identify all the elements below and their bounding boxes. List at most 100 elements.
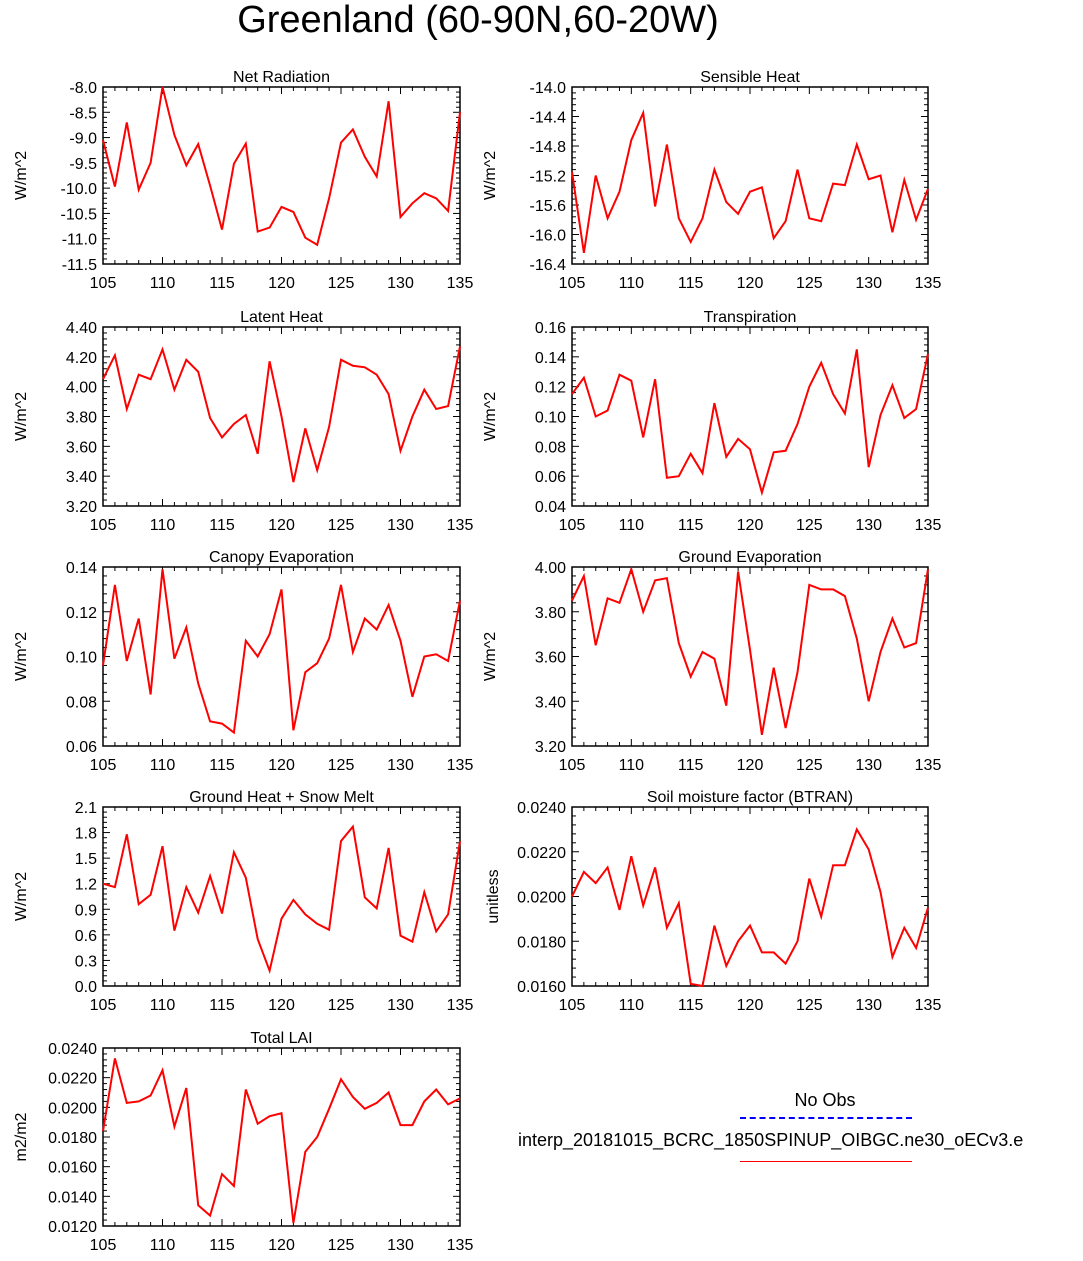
series-line — [102, 569, 461, 735]
x-tick-label: 110 — [619, 275, 645, 292]
y-tick-label: 0.08 — [66, 694, 97, 711]
series-line — [102, 824, 461, 975]
x-tick-label: 105 — [559, 275, 586, 292]
series-line — [102, 346, 461, 483]
y-tick-label: 3.80 — [66, 410, 97, 427]
panel-frame — [102, 1047, 461, 1227]
series-line — [102, 86, 461, 247]
y-tick-label: -14.0 — [530, 80, 567, 97]
x-tick-label: 110 — [150, 275, 176, 292]
panel-title: Soil moisture factor (BTRAN) — [647, 789, 853, 806]
x-tick-label: 130 — [387, 275, 414, 292]
y-tick-label: 3.60 — [66, 439, 97, 456]
panel-frame — [571, 86, 929, 265]
x-tick-label: 125 — [328, 517, 355, 534]
x-tick-label: 110 — [619, 757, 645, 774]
y-tick-label: -14.4 — [530, 110, 567, 127]
y-axis-label: W/m^2 — [13, 392, 30, 441]
y-tick-label: 3.80 — [535, 605, 566, 622]
y-tick-label: 0.0160 — [48, 1160, 97, 1177]
y-tick-label: -11.5 — [62, 257, 97, 274]
x-tick-label: 125 — [328, 757, 355, 774]
y-tick-label: 0.6 — [75, 928, 97, 945]
x-tick-label: 115 — [678, 517, 704, 534]
x-tick-label: 105 — [90, 1237, 117, 1254]
y-tick-label: 4.40 — [66, 320, 97, 337]
x-tick-label: 105 — [559, 517, 586, 534]
y-tick-label: 1.2 — [75, 877, 97, 894]
y-tick-label: 0.14 — [66, 560, 97, 577]
x-tick-label: 120 — [737, 997, 764, 1014]
y-tick-label: -8.5 — [69, 105, 97, 122]
x-tick-label: 105 — [90, 757, 117, 774]
y-axis-label: W/m^2 — [13, 872, 30, 921]
x-tick-label: 125 — [796, 517, 823, 534]
series-line — [571, 827, 929, 988]
x-tick-label: 135 — [915, 275, 942, 292]
main-title: Greenland (60-90N,60-20W) — [237, 0, 719, 41]
panel-frame — [102, 86, 461, 265]
y-tick-label: 1.5 — [75, 851, 97, 868]
x-tick-label: 120 — [268, 517, 295, 534]
y-tick-label: 0.14 — [535, 350, 566, 367]
y-tick-label: 0.0 — [75, 979, 97, 996]
y-axis-label: W/m^2 — [13, 151, 30, 200]
y-tick-label: 0.0200 — [48, 1100, 97, 1117]
y-tick-label: -9.5 — [69, 156, 97, 173]
y-tick-label: -9.0 — [69, 131, 97, 148]
x-tick-label: 105 — [90, 517, 117, 534]
x-tick-label: 135 — [447, 757, 474, 774]
y-tick-label: -14.8 — [530, 139, 567, 156]
x-tick-label: 130 — [855, 997, 882, 1014]
y-tick-label: 0.0220 — [48, 1071, 97, 1088]
x-tick-label: 135 — [447, 275, 474, 292]
x-tick-label: 115 — [209, 517, 235, 534]
y-tick-label: 0.10 — [535, 410, 566, 427]
y-tick-label: 3.20 — [66, 499, 97, 516]
x-tick-label: 110 — [619, 997, 645, 1014]
x-tick-label: 105 — [90, 997, 117, 1014]
x-tick-label: 130 — [387, 1237, 414, 1254]
y-tick-label: 3.40 — [535, 694, 566, 711]
y-tick-label: 0.12 — [535, 380, 566, 397]
y-tick-label: 2.1 — [75, 800, 97, 817]
panel-title: Ground Heat + Snow Melt — [189, 789, 374, 806]
x-tick-label: 125 — [796, 275, 823, 292]
x-tick-label: 110 — [150, 1237, 176, 1254]
y-tick-label: 0.0220 — [517, 845, 566, 862]
x-tick-label: 120 — [268, 275, 295, 292]
x-tick-label: 120 — [268, 997, 295, 1014]
x-tick-label: 115 — [209, 757, 235, 774]
panel-title: Ground Evaporation — [678, 549, 821, 566]
legend-obs-label: No Obs — [794, 1090, 856, 1110]
y-tick-label: 0.0160 — [517, 979, 566, 996]
x-tick-label: 125 — [796, 757, 823, 774]
y-tick-label: 0.12 — [66, 605, 97, 622]
x-tick-label: 115 — [678, 757, 704, 774]
legend-model-label: interp_20181015_BCRC_1850SPINUP_OIBGC.ne… — [518, 1130, 1024, 1150]
x-tick-label: 130 — [855, 517, 882, 534]
y-tick-label: 0.0240 — [48, 1041, 97, 1058]
y-tick-label: 0.0180 — [48, 1130, 97, 1147]
y-tick-label: 0.06 — [535, 469, 566, 486]
y-axis-label: unitless — [485, 869, 502, 923]
y-tick-label: 4.00 — [66, 380, 97, 397]
x-tick-label: 125 — [328, 997, 355, 1014]
y-tick-label: 0.16 — [535, 320, 566, 337]
x-tick-label: 135 — [915, 517, 942, 534]
x-tick-label: 135 — [447, 1237, 474, 1254]
y-tick-label: 0.0200 — [517, 890, 566, 907]
x-tick-label: 125 — [328, 1237, 355, 1254]
x-tick-label: 130 — [855, 757, 882, 774]
y-tick-label: 3.40 — [66, 469, 97, 486]
y-tick-label: -15.6 — [530, 198, 567, 215]
x-tick-label: 130 — [387, 757, 414, 774]
y-axis-label: W/m^2 — [482, 632, 499, 681]
x-tick-label: 125 — [328, 275, 355, 292]
panel-title: Canopy Evaporation — [209, 549, 354, 566]
x-tick-label: 115 — [678, 275, 704, 292]
series-line — [571, 349, 929, 497]
panel-frame — [571, 326, 929, 507]
y-tick-label: -11.0 — [62, 232, 97, 249]
x-tick-label: 115 — [678, 997, 704, 1014]
